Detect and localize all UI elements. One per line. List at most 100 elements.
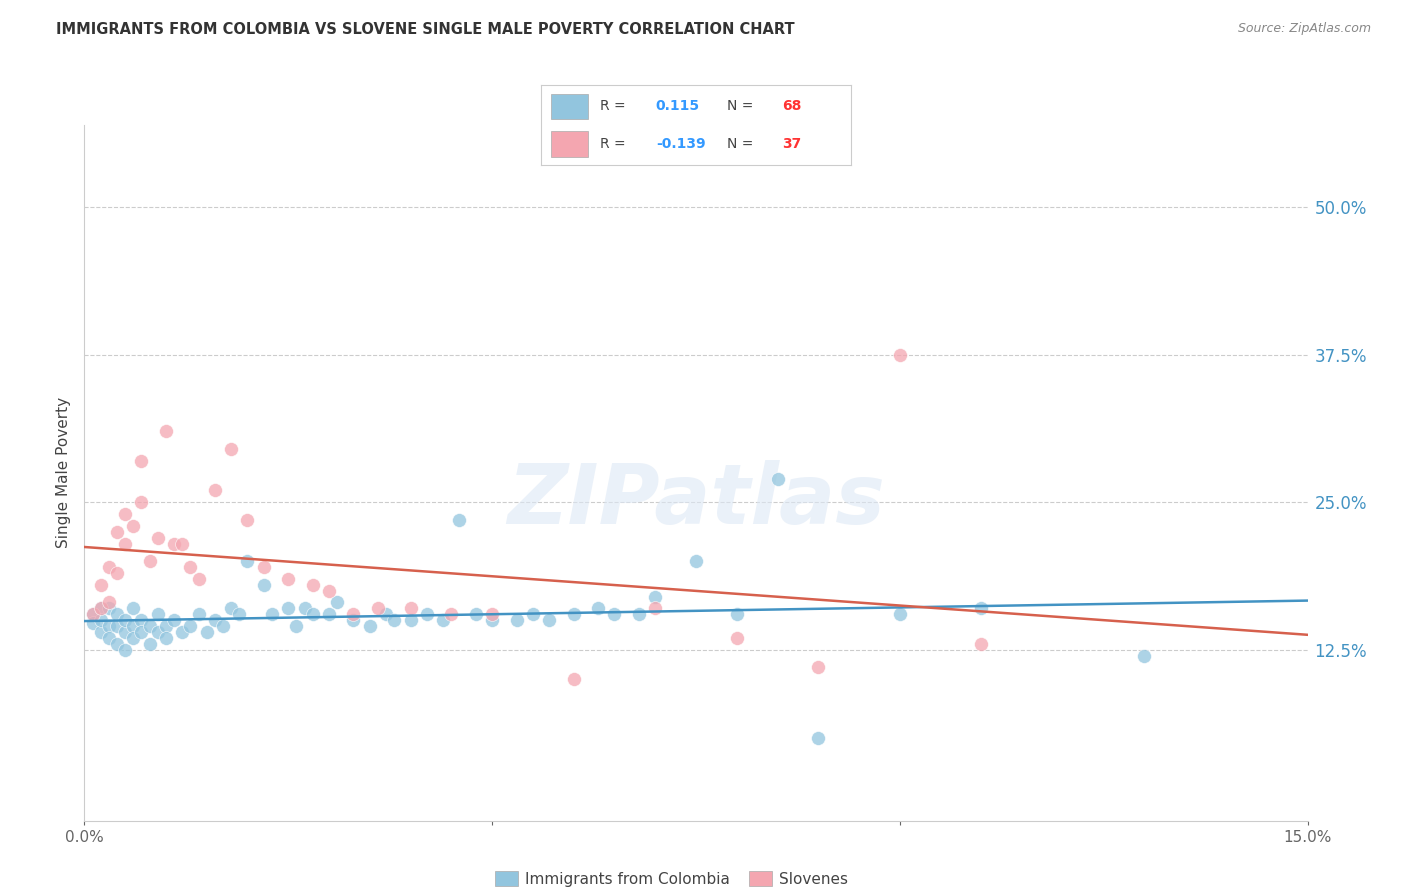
Point <box>122 631 145 645</box>
Point <box>187 572 209 586</box>
Point <box>464 607 486 622</box>
Point <box>505 613 527 627</box>
Point <box>114 536 136 550</box>
Point <box>105 607 128 622</box>
Point <box>253 560 276 574</box>
Point <box>105 637 128 651</box>
Text: N =: N = <box>727 137 758 151</box>
Text: Source: ZipAtlas.com: Source: ZipAtlas.com <box>1237 22 1371 36</box>
Point <box>1133 648 1156 663</box>
Point <box>253 578 276 592</box>
Point <box>416 607 439 622</box>
Point <box>375 607 398 622</box>
Point <box>179 560 201 574</box>
Text: 0.115: 0.115 <box>655 99 700 113</box>
Point <box>725 631 748 645</box>
Point <box>114 613 136 627</box>
Point <box>228 607 250 622</box>
Point <box>326 595 349 609</box>
Text: N =: N = <box>727 99 758 113</box>
Point <box>766 472 789 486</box>
Point <box>236 513 259 527</box>
Point <box>432 613 454 627</box>
Text: 68: 68 <box>783 99 801 113</box>
Point <box>172 624 194 639</box>
Point <box>138 554 160 568</box>
Point <box>114 624 136 639</box>
Point <box>399 613 422 627</box>
Point <box>90 613 112 627</box>
Point <box>342 607 364 622</box>
Point <box>97 631 120 645</box>
Point <box>301 607 323 622</box>
Point <box>889 607 911 622</box>
Point <box>82 615 104 630</box>
Point <box>179 619 201 633</box>
Point <box>138 619 160 633</box>
Text: 37: 37 <box>783 137 801 151</box>
Point <box>131 613 153 627</box>
Point <box>219 442 242 457</box>
Point <box>399 601 422 615</box>
Point <box>90 601 112 615</box>
Point <box>603 607 626 622</box>
Point <box>105 566 128 580</box>
Point <box>122 619 145 633</box>
Point <box>725 607 748 622</box>
Point <box>90 601 112 615</box>
Point <box>342 613 364 627</box>
Point <box>204 483 226 498</box>
Point <box>90 578 112 592</box>
Point <box>889 348 911 362</box>
Point <box>219 601 242 615</box>
Point <box>97 560 120 574</box>
Point <box>318 607 340 622</box>
Point <box>685 554 707 568</box>
Point <box>131 624 153 639</box>
Point <box>105 524 128 539</box>
Point <box>90 624 112 639</box>
FancyBboxPatch shape <box>551 131 588 157</box>
Point <box>212 619 235 633</box>
Point <box>122 518 145 533</box>
Point <box>367 601 389 615</box>
Point <box>538 613 561 627</box>
Point <box>155 631 177 645</box>
FancyBboxPatch shape <box>551 94 588 120</box>
Point <box>970 637 993 651</box>
Point <box>146 531 169 545</box>
Text: R =: R = <box>600 99 630 113</box>
Point <box>562 672 585 686</box>
Point <box>644 590 666 604</box>
Point <box>449 513 471 527</box>
Point <box>131 454 153 468</box>
Point <box>172 536 194 550</box>
Point <box>807 660 830 674</box>
Point <box>481 607 503 622</box>
Text: R =: R = <box>600 137 630 151</box>
Point <box>122 601 145 615</box>
Point <box>146 624 169 639</box>
Point <box>285 619 308 633</box>
Point <box>382 613 405 627</box>
Point <box>97 619 120 633</box>
Text: IMMIGRANTS FROM COLOMBIA VS SLOVENE SINGLE MALE POVERTY CORRELATION CHART: IMMIGRANTS FROM COLOMBIA VS SLOVENE SING… <box>56 22 794 37</box>
Y-axis label: Single Male Poverty: Single Male Poverty <box>56 397 72 549</box>
Point <box>204 613 226 627</box>
Point <box>187 607 209 622</box>
Text: -0.139: -0.139 <box>655 137 706 151</box>
Point <box>318 583 340 598</box>
Point <box>277 601 299 615</box>
Point <box>807 731 830 745</box>
Point <box>163 536 186 550</box>
Point <box>440 607 463 622</box>
Point <box>155 425 177 439</box>
Point <box>138 637 160 651</box>
Point <box>586 601 609 615</box>
Point <box>146 607 169 622</box>
Point <box>97 595 120 609</box>
Point <box>236 554 259 568</box>
Point <box>195 624 218 639</box>
Legend: Immigrants from Colombia, Slovenes: Immigrants from Colombia, Slovenes <box>489 865 855 892</box>
Point <box>131 495 153 509</box>
